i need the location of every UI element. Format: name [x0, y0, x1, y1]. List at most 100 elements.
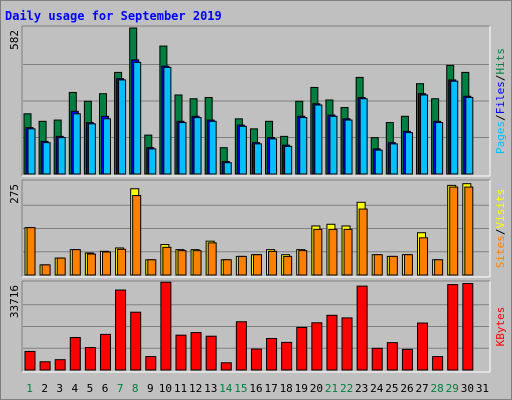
- x-tick-label-12: 12: [189, 382, 202, 395]
- x-tick-label-18: 18: [280, 382, 293, 395]
- mid-bar-sites-12: [192, 250, 202, 276]
- mid-bar-sites-20: [313, 228, 323, 276]
- x-tick-label-16: 16: [249, 382, 262, 395]
- x-tick-label-21: 21: [325, 382, 338, 395]
- bot-bar-kbytes-7: [115, 289, 127, 371]
- mid-panel: 275 Sites/Visits: [8, 179, 507, 278]
- mid-bar-sites-1: [26, 227, 36, 276]
- top-bar-pages-5: [87, 123, 96, 175]
- mid-bar-sites-21: [328, 228, 338, 276]
- x-tick-label-27: 27: [415, 382, 428, 395]
- top-bar-pages-11: [178, 122, 187, 175]
- top-bar-pages-9: [148, 148, 157, 175]
- top-panel: 582 Pages/Files/Hits: [8, 25, 507, 177]
- x-tick-label-19: 19: [295, 382, 308, 395]
- top-bar-pages-15: [238, 125, 247, 175]
- x-tick-label-20: 20: [310, 382, 323, 395]
- top-bar-pages-21: [329, 115, 338, 175]
- top-bar-pages-6: [102, 118, 111, 175]
- x-tick-label-2: 2: [41, 382, 48, 395]
- top-bar-pages-12: [193, 117, 202, 175]
- bottom-panel: 33716 KBytes: [8, 280, 507, 373]
- top-bar-pages-19: [299, 117, 308, 175]
- bot-bar-kbytes-22: [341, 317, 353, 371]
- x-tick-label-8: 8: [132, 382, 139, 395]
- bot-bar-kbytes-18: [281, 341, 293, 371]
- x-tick-label-31: 31: [476, 382, 489, 395]
- mid-bar-sites-16: [252, 254, 262, 276]
- bot-bar-kbytes-10: [160, 281, 172, 371]
- top-legend-part: Files: [494, 81, 507, 114]
- mid-legend-part: Visits: [494, 189, 507, 229]
- mid-bar-sites-23: [358, 208, 368, 276]
- bot-bar-kbytes-19: [296, 326, 308, 371]
- bot-bar-kbytes-25: [386, 342, 398, 371]
- mid-bar-sites-10: [162, 246, 172, 276]
- mid-max-label: 275: [8, 184, 21, 204]
- mid-bar-sites-7: [117, 248, 127, 276]
- bot-bar-kbytes-14: [220, 362, 232, 371]
- top-bar-pages-20: [314, 104, 323, 175]
- bot-legend-label: KBytes: [494, 307, 507, 347]
- x-tick-label-14: 14: [219, 382, 233, 395]
- bot-max-label: 33716: [8, 285, 21, 318]
- x-tick-label-13: 13: [204, 382, 217, 395]
- top-max-label: 582: [8, 30, 21, 50]
- mid-bar-sites-30: [464, 186, 474, 276]
- bot-bar-kbytes-1: [24, 350, 36, 371]
- top-bar-pages-29: [450, 80, 459, 175]
- bot-bar-kbytes-8: [130, 311, 142, 371]
- top-bar-pages-18: [284, 145, 293, 175]
- x-tick-label-10: 10: [159, 382, 172, 395]
- mid-bar-sites-5: [86, 253, 96, 276]
- bot-bar-kbytes-30: [462, 283, 474, 371]
- bot-bar-kbytes-11: [175, 334, 187, 371]
- x-tick-label-1: 1: [26, 382, 33, 395]
- top-bar-pages-24: [374, 149, 383, 175]
- top-bar-pages-4: [72, 113, 81, 175]
- x-tick-label-17: 17: [264, 382, 277, 395]
- top-legend-part: /: [494, 75, 507, 82]
- bot-bar-kbytes-24: [371, 347, 383, 371]
- top-bar-pages-17: [269, 138, 278, 175]
- bot-bar-kbytes-20: [311, 322, 323, 371]
- x-axis-labels: 1 2 3 4 5 6 7 8 9 10 11 12 13 14 15 16 17 18 19 20 21 22 23 24 2…: [26, 382, 489, 395]
- top-bar-pages-30: [465, 96, 474, 175]
- x-tick-label-3: 3: [56, 382, 63, 395]
- x-tick-label-11: 11: [174, 382, 187, 395]
- mid-bar-sites-18: [283, 255, 293, 276]
- mid-bar-sites-15: [237, 255, 247, 276]
- mid-bar-sites-25: [388, 255, 398, 276]
- top-bar-pages-13: [208, 120, 217, 175]
- mid-bar-sites-17: [268, 250, 278, 276]
- top-bar-pages-27: [420, 94, 429, 175]
- top-bar-pages-16: [253, 143, 262, 175]
- bot-bar-kbytes-17: [266, 338, 278, 371]
- mid-bar-sites-8: [132, 195, 142, 276]
- x-tick-label-25: 25: [385, 382, 398, 395]
- mid-bar-sites-3: [56, 257, 66, 276]
- top-bar-pages-10: [163, 66, 172, 175]
- mid-bar-sites-13: [207, 242, 217, 276]
- top-bar-pages-7: [118, 79, 127, 175]
- mid-bar-sites-11: [177, 250, 187, 276]
- bot-bar-kbytes-16: [250, 348, 262, 371]
- x-tick-label-9: 9: [147, 382, 154, 395]
- top-bar-pages-3: [57, 137, 66, 175]
- x-tick-label-15: 15: [234, 382, 247, 395]
- chart-title: Daily usage for September 2019: [5, 9, 222, 23]
- mid-bar-sites-28: [434, 259, 444, 276]
- x-tick-label-4: 4: [72, 382, 79, 395]
- top-legend-label: Pages/Files/Hits: [494, 48, 507, 154]
- x-tick-label-30: 30: [461, 382, 474, 395]
- top-legend-part: Pages: [494, 121, 507, 154]
- mid-bar-sites-4: [71, 249, 81, 276]
- bot-bar-kbytes-26: [401, 348, 413, 371]
- mid-bar-sites-22: [343, 228, 353, 276]
- mid-bar-sites-26: [403, 254, 413, 276]
- bot-legend-part: KBytes: [494, 307, 507, 347]
- bot-bar-kbytes-29: [447, 284, 459, 371]
- top-legend-part: /: [494, 114, 507, 121]
- bot-bar-kbytes-15: [235, 321, 247, 371]
- bot-bar-kbytes-27: [417, 322, 429, 371]
